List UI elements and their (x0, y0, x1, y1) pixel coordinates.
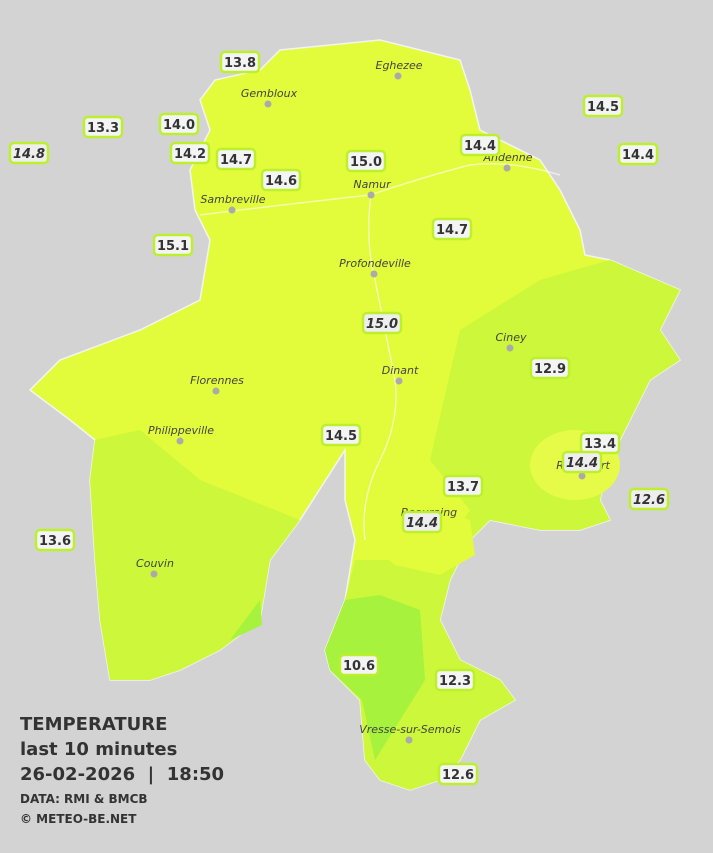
station-value: 14.4 (464, 139, 496, 154)
legend-copyright: © METEO-BE.NET (20, 812, 137, 826)
station-value: 15.0 (366, 317, 398, 332)
city-label: Philippeville (148, 424, 214, 437)
city-dot (212, 387, 220, 395)
station-value: 14.7 (436, 223, 468, 238)
city-dot (405, 736, 413, 744)
station-box (82, 115, 124, 139)
city-dot (367, 191, 375, 199)
station-value: 13.4 (584, 437, 616, 452)
station-box (260, 168, 302, 192)
station-box (442, 474, 484, 498)
city-dot (503, 164, 511, 172)
station-box (401, 510, 443, 534)
station-value: 14.7 (220, 153, 252, 168)
station-value: 14.5 (325, 429, 357, 444)
station-box (434, 668, 476, 692)
station-value: 14.5 (587, 100, 619, 115)
station-box (459, 133, 501, 157)
city-dot (394, 72, 402, 80)
station-box (215, 147, 257, 171)
station-box (561, 450, 603, 474)
legend-source: DATA: RMI & BMCB (20, 792, 148, 806)
zone-cold (230, 600, 262, 640)
station-box (437, 762, 479, 786)
city-dot (150, 570, 158, 578)
city-label: Eghezee (376, 59, 423, 72)
station-box (320, 423, 362, 447)
city-dot (228, 206, 236, 214)
station-value: 12.3 (439, 674, 471, 689)
station-box (152, 233, 194, 257)
city-label: Vresse-sur-Semois (359, 723, 461, 736)
station-box (34, 528, 76, 552)
city-label: Ciney (496, 331, 527, 344)
legend-subtitle: last 10 minutes (20, 739, 177, 760)
zone-cold (325, 595, 425, 760)
city-dot (264, 100, 272, 108)
city-label: Profondeville (339, 257, 411, 270)
station-value: 14.4 (406, 516, 438, 531)
station-value: 10.6 (343, 659, 375, 674)
station-value: 13.3 (87, 121, 119, 136)
river (199, 163, 561, 541)
station-box (582, 94, 624, 118)
station-value: 12.9 (534, 362, 566, 377)
station-box (169, 141, 211, 165)
station-box (361, 311, 403, 335)
station-box (219, 50, 261, 74)
city-label: Florennes (190, 374, 244, 387)
station-box (8, 141, 50, 165)
city-label: Dinant (382, 364, 419, 377)
city-label: Sambreville (200, 193, 265, 206)
city-dot (370, 270, 378, 278)
station-box (338, 653, 380, 677)
legend-datetime: 26-02-2026 | 18:50 (20, 764, 224, 785)
station-value: 15.0 (350, 155, 382, 170)
station-value: 13.8 (224, 56, 256, 71)
station-box (628, 487, 670, 511)
station-box (345, 149, 387, 173)
city-dot (395, 377, 403, 385)
station-value: 13.7 (447, 480, 479, 495)
city-dot (506, 344, 514, 352)
station-value: 14.8 (13, 147, 45, 162)
station-value: 14.6 (265, 174, 297, 189)
city-label: Couvin (136, 557, 174, 570)
station-box (617, 142, 659, 166)
station-value: 15.1 (157, 239, 189, 254)
city-label: Namur (353, 178, 392, 191)
station-value: 13.6 (39, 534, 71, 549)
station-value: 14.2 (174, 147, 206, 162)
city-dot (176, 437, 184, 445)
zone-warm (370, 505, 475, 575)
station-value: 14.4 (622, 148, 654, 163)
station-box (158, 112, 200, 136)
station-value: 12.6 (633, 493, 665, 508)
station-value: 12.6 (442, 768, 474, 783)
station-value: 14.0 (163, 118, 195, 133)
legend-title: TEMPERATURE (20, 714, 167, 735)
city-dot (578, 472, 586, 480)
city-label: Gembloux (241, 87, 298, 100)
station-value: 14.4 (566, 456, 598, 471)
station-box (431, 217, 473, 241)
station-box (529, 356, 571, 380)
